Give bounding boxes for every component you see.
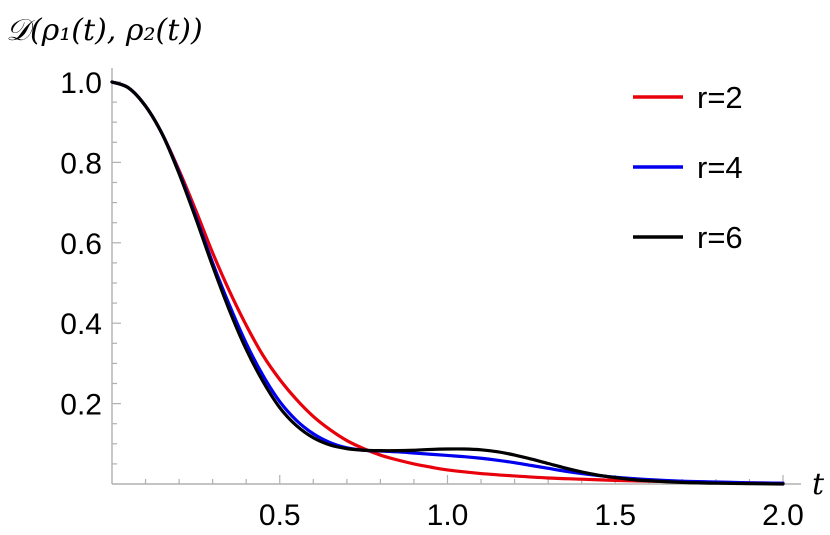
series-line-r6 xyxy=(110,80,785,486)
legend-label: r=4 xyxy=(697,150,743,185)
legend-label: r=2 xyxy=(697,80,743,115)
legend: r=2 r=4 r=6 xyxy=(633,80,743,255)
tick-labels: 0.5 1.0 1.5 2.0 0.2 0.4 0.6 0.8 1.0 xyxy=(60,67,804,532)
x-tick-label: 1.0 xyxy=(427,499,469,532)
y-tick-label: 0.2 xyxy=(60,389,102,422)
y-tick-label: 1.0 xyxy=(60,67,102,100)
series-line-r2 xyxy=(110,80,785,485)
legend-label: r=6 xyxy=(697,220,743,255)
x-tick-label: 0.5 xyxy=(259,499,301,532)
y-tick-label: 0.8 xyxy=(60,147,102,180)
x-axis-title: t xyxy=(812,467,825,502)
x-tick-label: 2.0 xyxy=(762,499,804,532)
series-lines xyxy=(110,80,785,486)
y-axis-title: 𝒟(ρ₁(t), ρ₂(t)) xyxy=(6,13,203,48)
y-tick-label: 0.4 xyxy=(60,308,102,341)
series-line-r4 xyxy=(110,80,785,485)
y-tick-label: 0.6 xyxy=(60,228,102,261)
x-tick-label: 1.5 xyxy=(594,499,636,532)
